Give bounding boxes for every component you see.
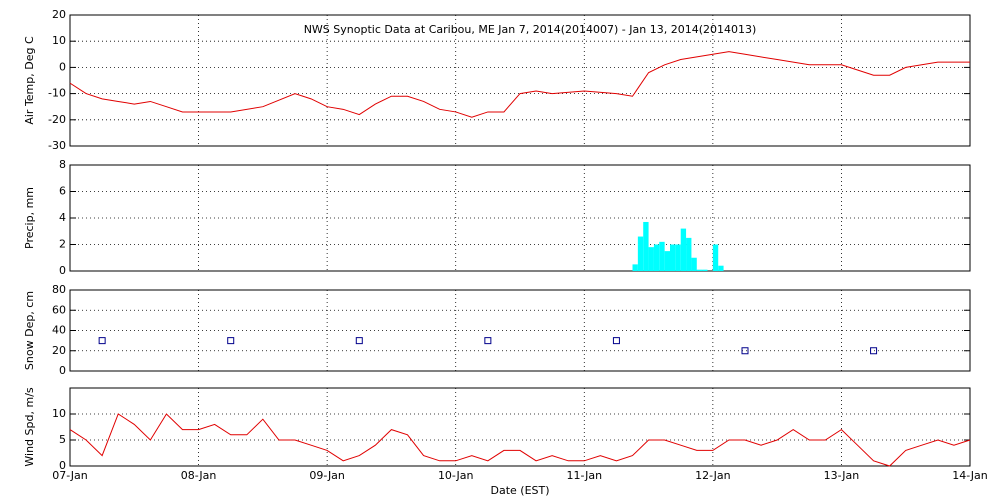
bar xyxy=(686,237,692,271)
y-tick-label: 5 xyxy=(59,433,66,446)
point xyxy=(484,337,492,345)
bar xyxy=(702,269,708,271)
y-axis-label: Precip, mm xyxy=(23,187,36,249)
y-tick-label: -10 xyxy=(48,87,66,100)
y-axis-label: Snow Dep, cm xyxy=(23,291,36,370)
x-axis-label: Date (EST) xyxy=(490,484,549,497)
y-tick-label: 0 xyxy=(59,459,66,472)
data-line xyxy=(69,51,970,118)
y-tick-label: -20 xyxy=(48,113,66,126)
y-tick-label: 60 xyxy=(52,303,66,316)
x-tick-label: 08-Jan xyxy=(181,469,217,482)
point xyxy=(227,337,235,345)
y-tick-label: 0 xyxy=(59,264,66,277)
point xyxy=(98,337,106,345)
y-axis-label: Wind Spd, m/s xyxy=(23,387,36,467)
bar xyxy=(670,244,676,271)
y-tick-label: 8 xyxy=(59,158,66,171)
x-tick-label: 09-Jan xyxy=(309,469,345,482)
bar xyxy=(691,257,697,271)
x-tick-label: 13-Jan xyxy=(824,469,860,482)
bar xyxy=(675,244,681,271)
bar xyxy=(632,264,638,271)
y-tick-label: 10 xyxy=(52,34,66,47)
point xyxy=(870,347,878,355)
point xyxy=(355,337,363,345)
bar xyxy=(718,265,724,271)
y-tick-label: 40 xyxy=(52,324,66,337)
point xyxy=(612,337,620,345)
y-tick-label: 0 xyxy=(59,364,66,377)
x-tick-label: 12-Jan xyxy=(695,469,731,482)
bar xyxy=(680,228,687,271)
y-tick-label: 4 xyxy=(59,211,66,224)
y-tick-label: 20 xyxy=(52,344,66,357)
bar xyxy=(637,236,644,271)
y-tick-label: 0 xyxy=(59,60,66,73)
bar xyxy=(643,221,649,271)
y-tick-label: 20 xyxy=(52,8,66,21)
y-tick-label: 10 xyxy=(52,407,66,420)
point xyxy=(741,347,749,355)
x-tick-label: 14-Jan xyxy=(952,469,988,482)
bar xyxy=(659,241,665,271)
plot-frame xyxy=(69,387,971,467)
chart-title: NWS Synoptic Data at Caribou, ME Jan 7, … xyxy=(304,23,757,36)
bar xyxy=(712,244,719,271)
x-tick-label: 07-Jan xyxy=(52,469,88,482)
bar xyxy=(664,251,670,271)
y-tick-label: -30 xyxy=(48,139,66,152)
y-tick-label: 6 xyxy=(59,185,66,198)
x-tick-label: 10-Jan xyxy=(438,469,474,482)
bar xyxy=(648,247,654,271)
x-tick-label: 11-Jan xyxy=(567,469,603,482)
y-tick-label: 80 xyxy=(52,283,66,296)
bar xyxy=(653,244,660,271)
y-tick-label: 2 xyxy=(59,238,66,251)
data-line xyxy=(69,413,971,467)
bar xyxy=(696,269,703,271)
y-axis-label: Air Temp, Deg C xyxy=(23,36,36,125)
plot-frame xyxy=(69,14,971,147)
